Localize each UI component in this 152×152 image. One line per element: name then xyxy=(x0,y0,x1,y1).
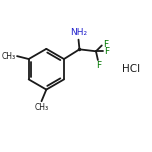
Text: F: F xyxy=(96,61,101,70)
Text: NH₂: NH₂ xyxy=(70,28,87,37)
Text: F: F xyxy=(103,40,108,49)
Text: CH₃: CH₃ xyxy=(34,103,48,112)
Text: HCl: HCl xyxy=(122,64,140,74)
Text: F: F xyxy=(104,47,109,56)
Text: CH₃: CH₃ xyxy=(2,52,16,61)
